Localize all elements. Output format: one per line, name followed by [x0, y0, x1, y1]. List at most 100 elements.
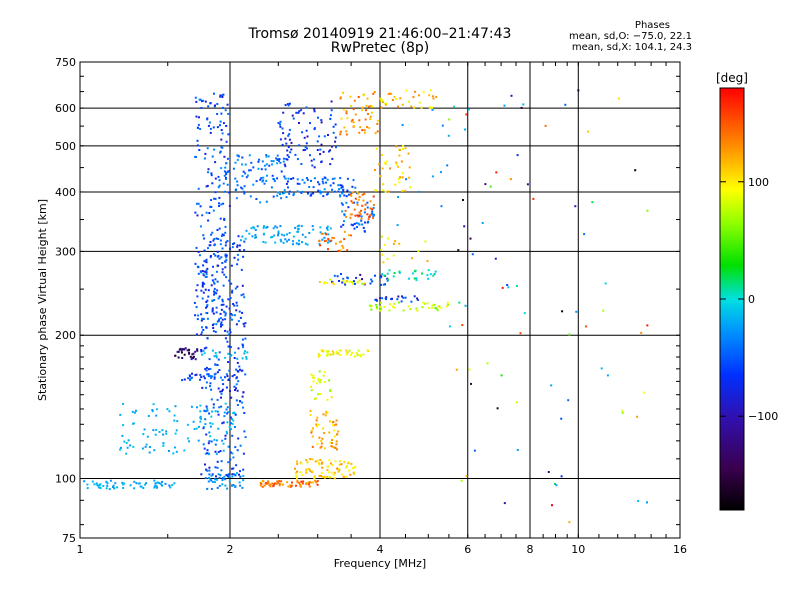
- data-point: [215, 475, 217, 478]
- data-point: [236, 370, 239, 373]
- data-point: [225, 276, 228, 279]
- data-point: [345, 133, 348, 136]
- data-point: [428, 106, 431, 109]
- data-point: [392, 242, 395, 245]
- data-point: [353, 355, 356, 358]
- data-point: [346, 117, 349, 120]
- data-point: [463, 225, 466, 228]
- data-point: [231, 422, 234, 425]
- data-point: [207, 442, 210, 445]
- data-point: [227, 298, 230, 301]
- data-point: [213, 282, 216, 285]
- data-point: [288, 192, 291, 195]
- data-point: [194, 262, 197, 265]
- data-point: [184, 347, 187, 350]
- data-point: [401, 176, 404, 179]
- data-point: [304, 148, 307, 151]
- data-point: [411, 257, 414, 260]
- data-points: [83, 89, 649, 524]
- data-point: [230, 282, 233, 285]
- data-point: [317, 377, 320, 380]
- data-point: [277, 234, 279, 237]
- data-point: [366, 201, 369, 204]
- data-point: [186, 349, 189, 352]
- data-point: [261, 160, 264, 163]
- data-point: [280, 240, 283, 243]
- data-point: [219, 239, 222, 242]
- data-point: [223, 475, 226, 478]
- data-point: [315, 481, 318, 484]
- data-point: [416, 297, 419, 300]
- data-point: [262, 232, 265, 235]
- data-point: [275, 157, 278, 160]
- data-point: [262, 179, 265, 182]
- data-point: [209, 385, 212, 388]
- data-point: [327, 134, 329, 136]
- data-point: [551, 504, 553, 507]
- data-point: [347, 193, 350, 196]
- data-point: [243, 249, 246, 252]
- data-point: [329, 441, 332, 444]
- data-point: [298, 122, 300, 124]
- data-point: [591, 201, 594, 204]
- data-point: [642, 391, 645, 394]
- y-tick-label: 100: [55, 473, 76, 486]
- data-point: [395, 161, 398, 164]
- data-point: [281, 192, 284, 195]
- data-point: [468, 368, 471, 371]
- data-point: [288, 133, 291, 136]
- data-point: [203, 409, 206, 412]
- data-point: [266, 174, 268, 177]
- data-point: [197, 439, 200, 442]
- data-point: [448, 118, 451, 121]
- data-point: [434, 270, 437, 273]
- data-point: [239, 368, 241, 371]
- data-point: [278, 480, 281, 482]
- data-point: [312, 380, 315, 383]
- data-point: [361, 278, 363, 281]
- data-point: [236, 244, 239, 247]
- data-point: [349, 216, 352, 219]
- data-point: [220, 323, 222, 326]
- data-point: [176, 350, 179, 353]
- data-point: [401, 295, 403, 298]
- y-tick-label: 300: [55, 245, 76, 258]
- data-point: [230, 396, 233, 399]
- data-point: [122, 487, 125, 489]
- data-point: [381, 167, 384, 170]
- data-point: [356, 354, 359, 357]
- data-point: [218, 318, 221, 321]
- data-point: [234, 389, 236, 391]
- data-point: [223, 155, 226, 158]
- data-point: [323, 281, 326, 284]
- data-point: [379, 305, 382, 308]
- data-point: [224, 402, 227, 405]
- data-point: [236, 449, 239, 452]
- data-point: [201, 297, 204, 300]
- data-point: [210, 174, 213, 177]
- data-point: [353, 465, 356, 468]
- data-point: [228, 426, 231, 428]
- data-point: [338, 349, 341, 352]
- data-point: [393, 302, 396, 305]
- data-point: [327, 350, 330, 353]
- data-point: [216, 229, 219, 231]
- data-point: [235, 368, 238, 371]
- data-point: [307, 481, 310, 484]
- data-point: [215, 311, 218, 314]
- data-point: [206, 487, 209, 490]
- data-point: [366, 349, 369, 352]
- data-point: [244, 436, 247, 439]
- data-point: [315, 423, 318, 426]
- data-point: [269, 483, 272, 486]
- data-point: [344, 209, 347, 212]
- data-point: [211, 324, 214, 327]
- data-point: [310, 431, 313, 434]
- data-point: [310, 481, 313, 484]
- data-point: [322, 413, 325, 416]
- data-point: [358, 214, 361, 217]
- data-point: [298, 110, 301, 113]
- data-point: [299, 485, 302, 488]
- data-point: [389, 167, 392, 170]
- data-point: [209, 131, 212, 134]
